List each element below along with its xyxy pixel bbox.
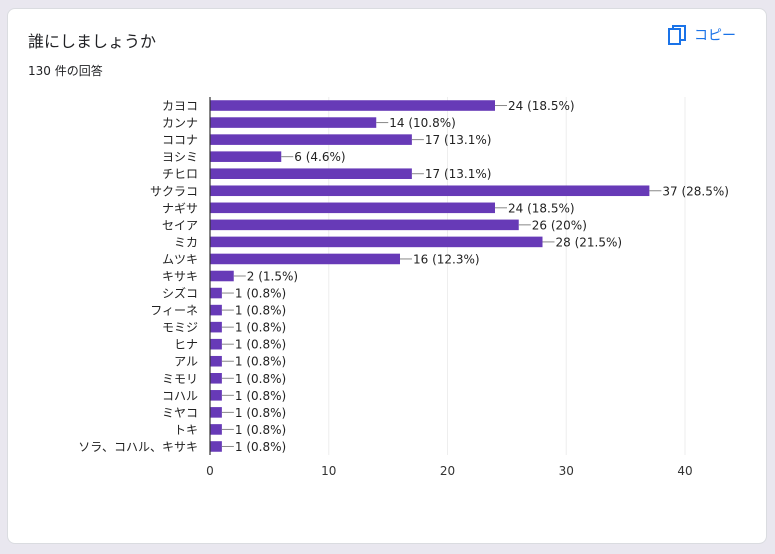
category-label: サクラコ	[150, 184, 198, 198]
category-label: ヒナ	[174, 338, 198, 352]
data-label: 24 (18.5%)	[508, 201, 575, 215]
bar	[210, 202, 495, 214]
data-label: 1 (0.8%)	[235, 406, 286, 420]
bar	[210, 117, 377, 128]
data-label: 6 (4.6%)	[294, 150, 345, 164]
bar	[210, 287, 222, 299]
copy-button[interactable]: コピー	[668, 25, 736, 45]
data-label: 24 (18.5%)	[508, 99, 575, 113]
category-label: ミヤコ	[162, 406, 198, 420]
category-label: カンナ	[162, 116, 198, 130]
x-tick-label: 10	[321, 464, 336, 478]
x-tick-label: 30	[559, 464, 574, 478]
data-label: 28 (21.5%)	[556, 235, 623, 249]
data-label: 1 (0.8%)	[235, 321, 286, 335]
data-label: 2 (1.5%)	[247, 270, 298, 284]
bar	[210, 321, 222, 333]
category-label: アル	[174, 355, 198, 369]
category-label: カヨコ	[162, 99, 198, 113]
data-label: 1 (0.8%)	[235, 372, 286, 386]
category-label: コハル	[162, 389, 198, 403]
bar	[210, 407, 222, 418]
data-label: 17 (13.1%)	[425, 133, 492, 147]
category-label: フィーネ	[150, 304, 198, 318]
bar	[210, 441, 222, 452]
bar	[210, 236, 543, 248]
bar	[210, 304, 222, 316]
bar	[210, 355, 222, 367]
data-label: 1 (0.8%)	[235, 440, 286, 454]
category-label: ヨシミ	[162, 150, 198, 164]
bar	[210, 100, 495, 111]
response-count: 130 件の回答	[28, 64, 103, 78]
data-label: 17 (13.1%)	[425, 167, 492, 181]
copy-icon	[668, 25, 686, 45]
x-tick-label: 40	[677, 464, 692, 478]
bar	[210, 373, 222, 384]
data-label: 1 (0.8%)	[235, 389, 286, 403]
bar	[210, 151, 282, 162]
data-label: 16 (12.3%)	[413, 252, 480, 266]
bar	[210, 338, 222, 350]
category-label: ナギサ	[162, 201, 198, 215]
bar	[210, 253, 400, 265]
data-label: 14 (10.8%)	[389, 116, 456, 130]
category-label: キサキ	[162, 270, 198, 284]
category-label: シズコ	[162, 286, 198, 301]
data-label: 37 (28.5%)	[662, 184, 729, 198]
data-label: 1 (0.8%)	[235, 338, 286, 352]
data-label: 1 (0.8%)	[235, 355, 286, 369]
data-label: 1 (0.8%)	[235, 423, 286, 437]
question-title: 誰にしましょうか	[28, 32, 157, 51]
bar	[210, 424, 222, 435]
bar	[210, 168, 412, 179]
x-tick-label: 0	[206, 464, 214, 478]
data-label: 1 (0.8%)	[235, 287, 286, 301]
category-label: トキ	[174, 423, 198, 437]
bar	[210, 390, 222, 401]
bar	[210, 270, 234, 282]
data-label: 1 (0.8%)	[235, 304, 286, 318]
bar	[210, 134, 412, 145]
bar	[210, 185, 650, 197]
category-label: ミカ	[174, 235, 198, 249]
category-label: セイア	[162, 218, 198, 232]
category-label: ムツキ	[162, 252, 198, 266]
response-summary-card: 誰にしましょうか 130 件の回答 コピー	[7, 8, 767, 544]
copy-label: コピー	[694, 28, 736, 44]
x-tick-label: 20	[440, 464, 455, 478]
category-label: ソラ、コハル、キサキ	[78, 440, 198, 454]
category-label: チヒロ	[162, 167, 198, 181]
bar	[210, 219, 519, 231]
category-label: ミモリ	[162, 372, 198, 386]
category-label: モミジ	[162, 321, 198, 335]
category-label: ココナ	[162, 133, 198, 147]
data-label: 26 (20%)	[532, 218, 587, 232]
